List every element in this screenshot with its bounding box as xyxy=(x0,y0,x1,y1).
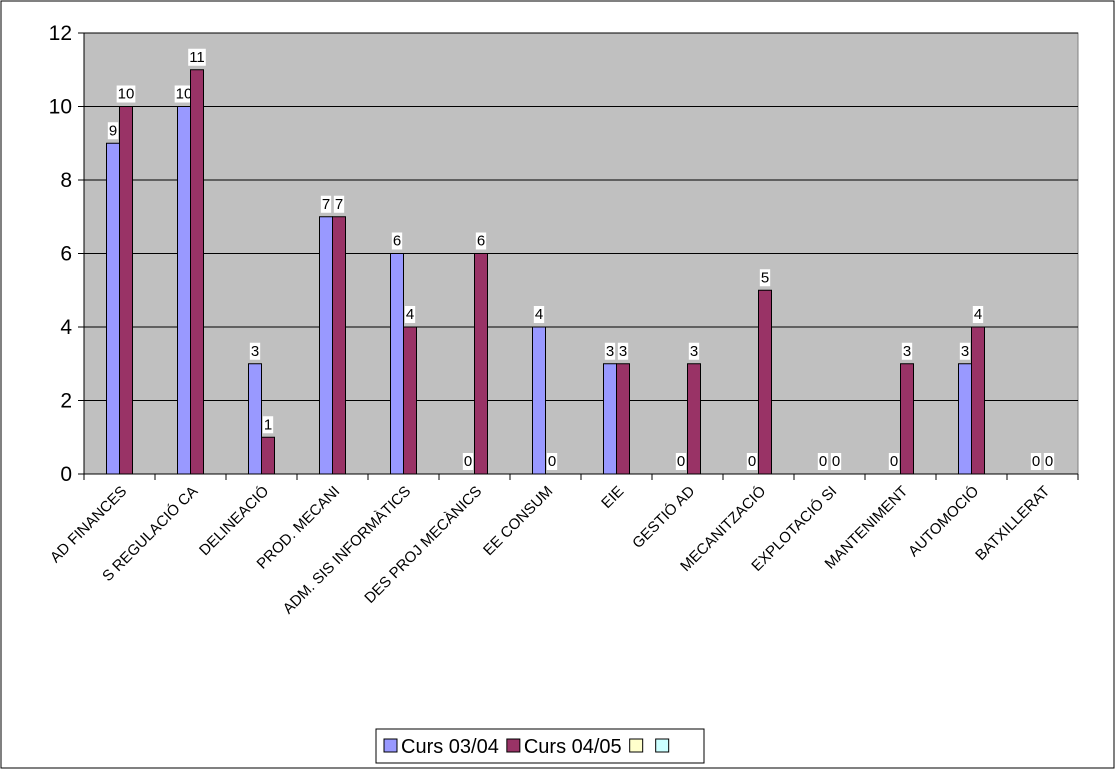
data-label-bg xyxy=(262,416,274,434)
data-label: 0 xyxy=(832,453,840,470)
data-label: 0 xyxy=(464,453,472,470)
bar xyxy=(474,253,488,475)
data-label: 9 xyxy=(109,122,117,139)
data-label-bg xyxy=(249,342,261,360)
data-label-bg xyxy=(675,453,687,470)
data-label: 5 xyxy=(761,269,769,286)
bar xyxy=(532,326,546,475)
y-tick-label: 2 xyxy=(60,390,72,413)
data-label: 4 xyxy=(406,306,414,323)
data-label-bg xyxy=(546,453,558,470)
y-tick-label: 4 xyxy=(60,316,72,339)
data-label-bg xyxy=(333,195,345,213)
data-label-bg xyxy=(830,453,842,470)
data-label-bg xyxy=(462,453,474,470)
data-label-bg xyxy=(475,232,487,250)
bar xyxy=(687,363,701,475)
data-label: 3 xyxy=(251,343,259,360)
bar xyxy=(177,106,191,475)
data-label: 3 xyxy=(606,343,614,360)
data-label: 0 xyxy=(890,453,898,470)
bar xyxy=(190,69,204,475)
data-label: 7 xyxy=(335,196,343,213)
data-label: 10 xyxy=(176,86,193,103)
data-label: 0 xyxy=(748,453,756,470)
data-label-bg xyxy=(959,342,971,360)
data-label: 0 xyxy=(548,453,556,470)
legend-swatch xyxy=(629,738,644,753)
bar xyxy=(332,216,346,475)
data-label: 0 xyxy=(1032,453,1040,470)
data-label-bg xyxy=(759,269,771,287)
bar xyxy=(616,363,630,475)
data-label-bg xyxy=(617,342,629,360)
data-label-bg xyxy=(817,453,829,470)
bar xyxy=(319,216,333,475)
bar xyxy=(106,142,120,475)
data-label: 7 xyxy=(322,196,330,213)
data-label: 3 xyxy=(619,343,627,360)
data-label-bg xyxy=(320,195,332,213)
data-label: 6 xyxy=(477,233,485,250)
y-tick-label: 8 xyxy=(60,169,72,192)
data-label-bg xyxy=(1030,453,1042,470)
data-label: 0 xyxy=(819,453,827,470)
data-label: 6 xyxy=(393,233,401,250)
bar xyxy=(390,253,404,475)
data-label: 4 xyxy=(974,306,982,323)
data-label-bg xyxy=(604,342,616,360)
data-label-bg xyxy=(972,306,984,323)
data-label-bg xyxy=(174,85,194,103)
data-label: 0 xyxy=(1045,453,1053,470)
bar xyxy=(971,326,985,475)
bar xyxy=(261,436,275,475)
data-label-bg xyxy=(404,306,416,323)
legend xyxy=(375,728,705,764)
legend-swatch xyxy=(383,738,398,753)
legend-swatch xyxy=(506,738,521,753)
bar xyxy=(958,363,972,475)
y-tick-label: 6 xyxy=(60,243,72,266)
data-label: 3 xyxy=(690,343,698,360)
data-label: 4 xyxy=(535,306,543,323)
bar xyxy=(248,363,262,475)
data-label: 3 xyxy=(961,343,969,360)
data-label: 0 xyxy=(677,453,685,470)
data-label: 3 xyxy=(903,343,911,360)
y-tick-label: 10 xyxy=(49,96,72,119)
data-label-bg xyxy=(188,48,206,66)
data-label-bg xyxy=(116,85,136,103)
bar xyxy=(758,289,772,475)
data-label: 10 xyxy=(118,86,135,103)
bar xyxy=(403,326,417,475)
legend-label: Curs 03/04 xyxy=(401,736,499,758)
data-label-bg xyxy=(688,342,700,360)
bar xyxy=(900,363,914,475)
data-label-bg xyxy=(746,453,758,470)
legend-label: Curs 04/05 xyxy=(524,736,622,758)
data-label-bg xyxy=(888,453,900,470)
y-tick-label: 12 xyxy=(49,22,72,45)
data-label-bg xyxy=(533,306,545,323)
data-label-bg xyxy=(391,232,403,250)
data-label: 11 xyxy=(189,49,205,66)
data-label-bg xyxy=(901,342,913,360)
data-label: 1 xyxy=(264,416,272,433)
y-tick-label: 0 xyxy=(60,463,72,486)
legend-swatch xyxy=(655,738,670,753)
bar xyxy=(119,106,133,475)
data-label-bg xyxy=(107,122,119,140)
data-label-bg xyxy=(1043,453,1055,470)
bar xyxy=(603,363,617,475)
